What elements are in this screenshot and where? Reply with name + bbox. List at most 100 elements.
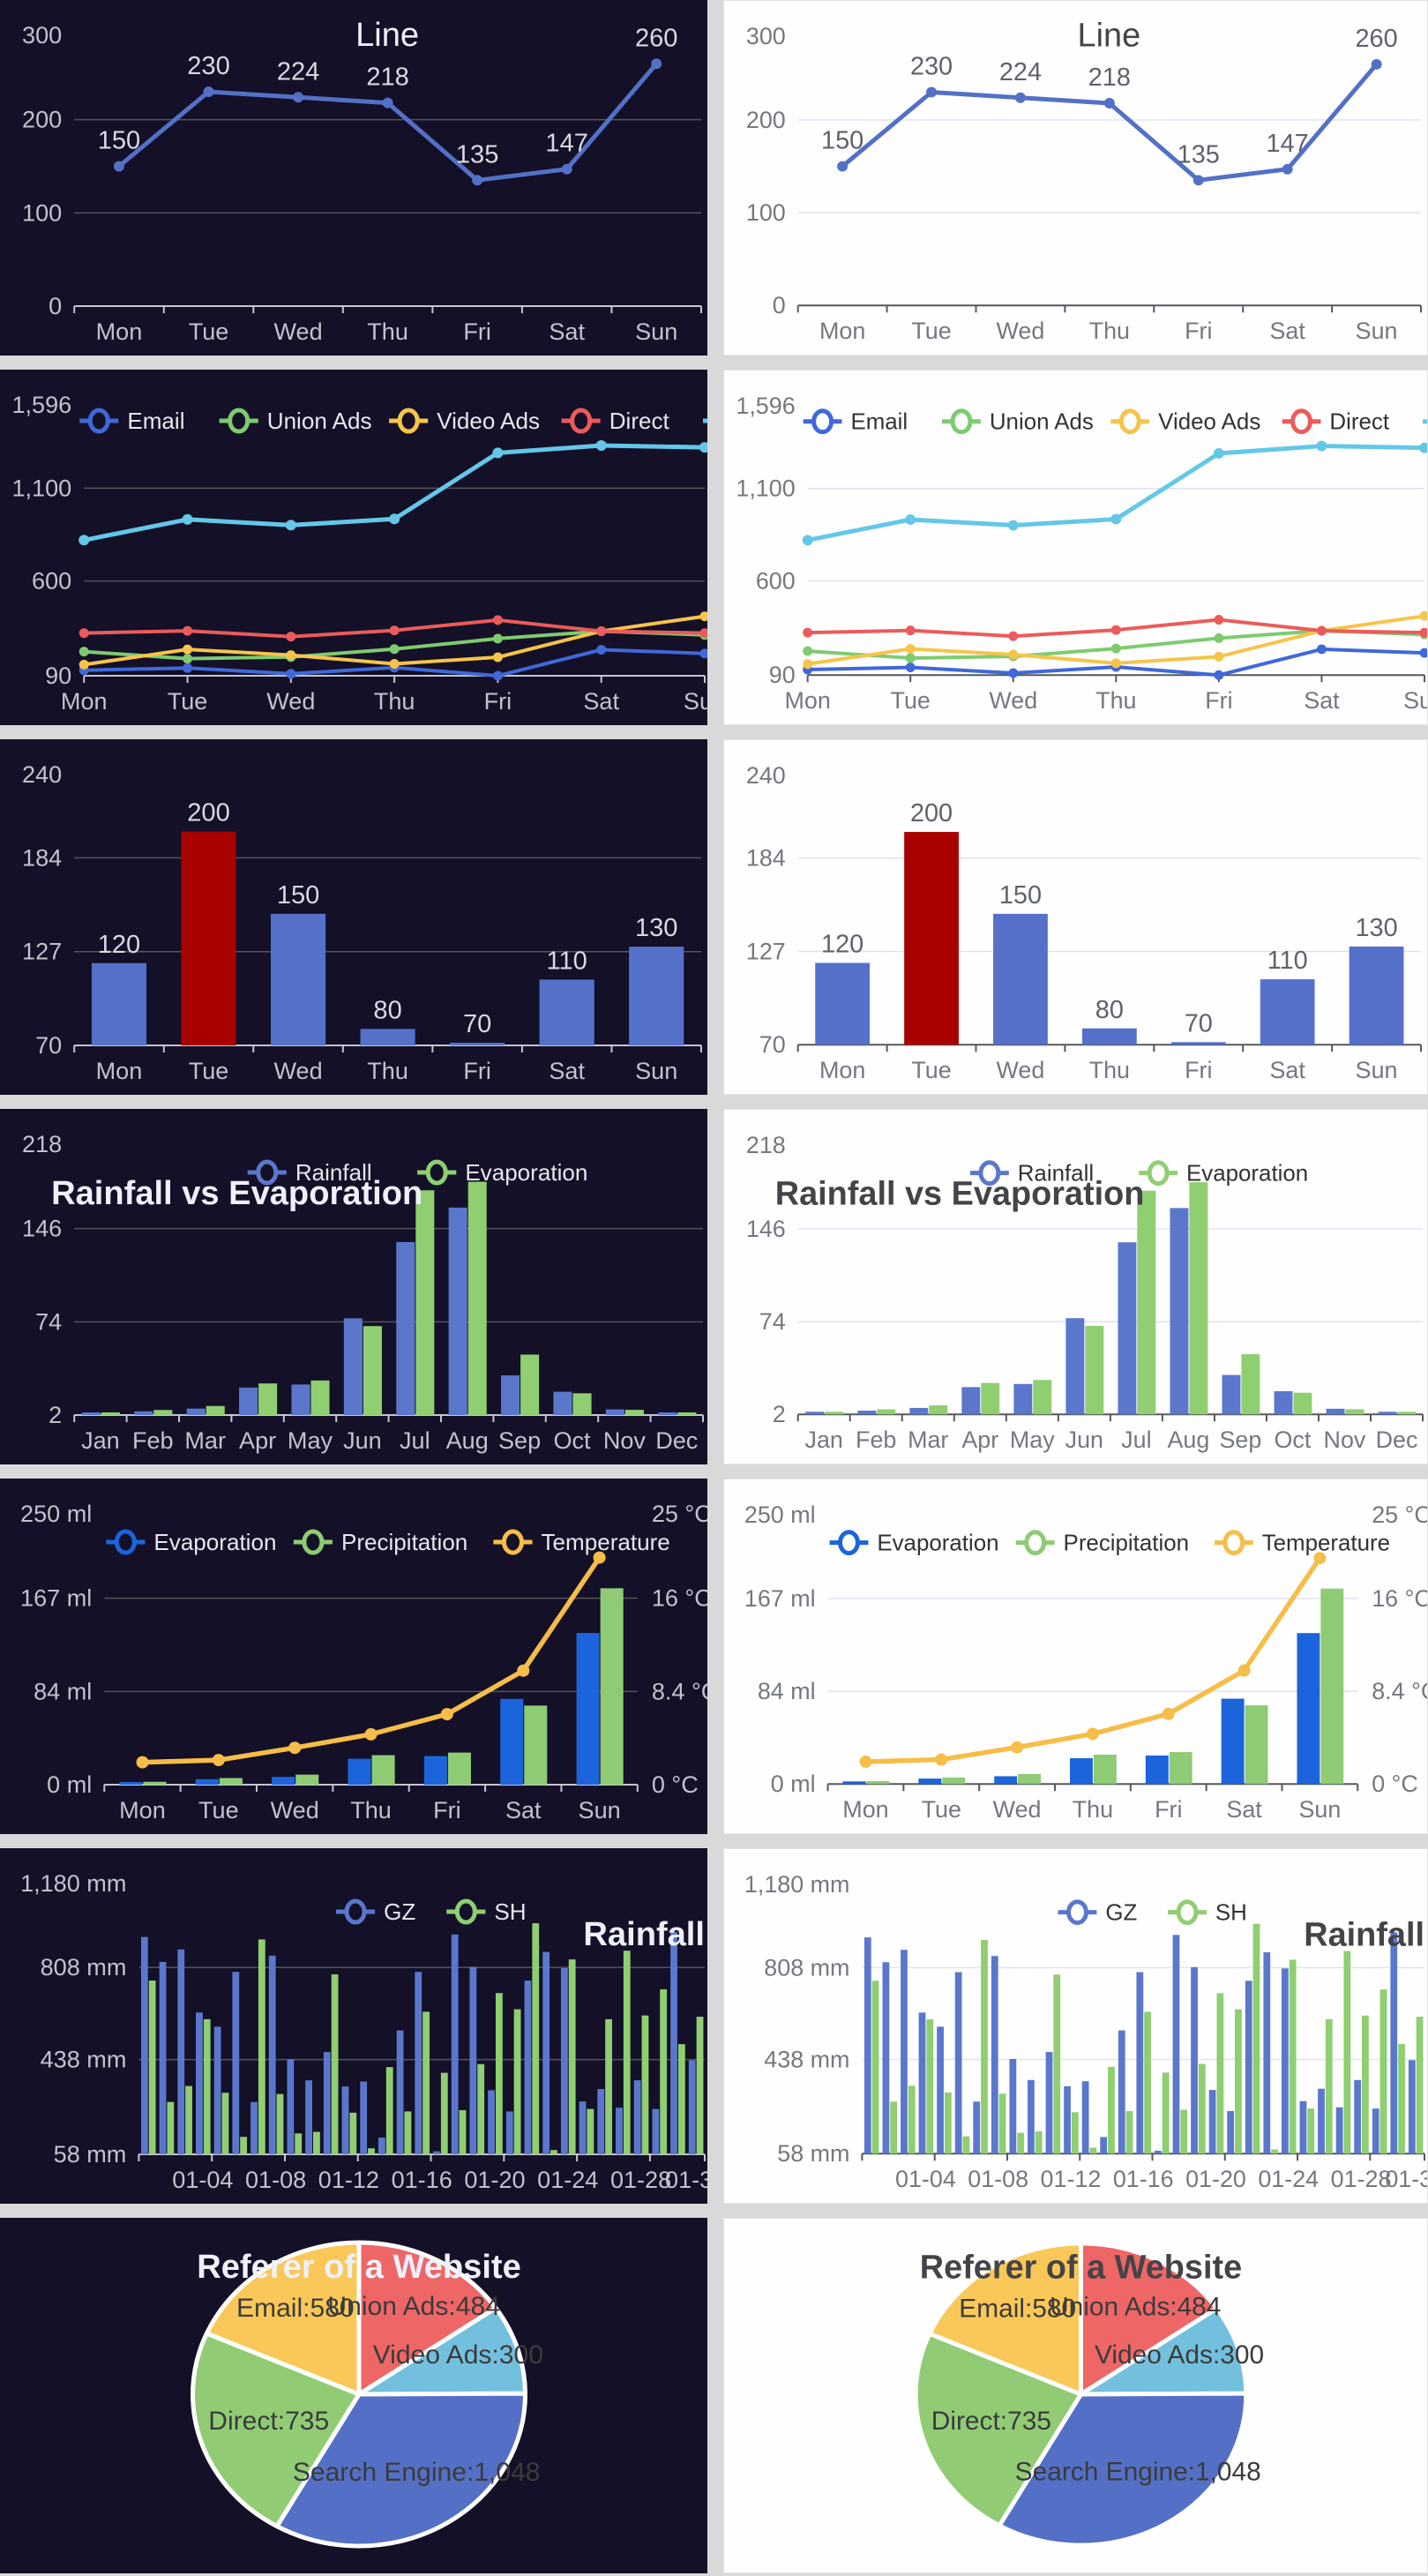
bar-Evaporation[interactable] (1293, 1392, 1312, 1415)
pie-slice-search-engine[interactable] (997, 2391, 1249, 2548)
bar-bar[interactable] (450, 1043, 505, 1045)
chart-canvas-mixed-line-bar[interactable]: 0 ml 0 °C 84 ml 8.4 °C 167 ml 16 °C 250 ml 25 °… (0, 1479, 707, 1834)
legend-item-sh[interactable]: SH (1168, 1899, 1247, 1926)
chart-canvas-rainfall-daily[interactable]: 58 mm 438 mm 808 mm 1,180 mm 01-04 01-08 01-12… (0, 1848, 707, 2204)
bar-SH[interactable] (368, 2148, 375, 2154)
legend-item-sh[interactable]: SH (446, 1898, 527, 1925)
legend-item-email[interactable]: Email (79, 408, 185, 434)
data-point[interactable] (136, 1756, 149, 1769)
bar-SH[interactable] (1325, 2018, 1333, 2154)
bar-Evaporation[interactable] (1297, 1633, 1320, 1785)
data-point[interactable] (1316, 644, 1327, 655)
bar-SH[interactable] (1235, 2009, 1242, 2154)
data-point[interactable] (651, 58, 662, 70)
data-point[interactable] (1419, 610, 1427, 621)
bar-bar[interactable] (91, 962, 147, 1045)
bar-Rainfall[interactable] (805, 1412, 825, 1415)
bar-GZ[interactable] (1372, 2108, 1379, 2154)
legend-item-email[interactable]: Email (803, 408, 908, 435)
bar-SH[interactable] (167, 2101, 175, 2154)
data-point[interactable] (905, 663, 916, 672)
bar-GZ[interactable] (542, 1951, 550, 2154)
data-point[interactable] (1110, 625, 1121, 635)
bar-Rainfall[interactable] (909, 1407, 929, 1415)
bar-bar[interactable] (1349, 946, 1404, 1045)
bar-Evaporation[interactable] (206, 1405, 225, 1415)
bar-GZ[interactable] (633, 2080, 641, 2154)
data-point[interactable] (699, 628, 707, 639)
data-point[interactable] (113, 161, 124, 172)
legend-item-rainfall[interactable]: Rainfall (247, 1159, 372, 1186)
data-point[interactable] (1419, 627, 1427, 638)
bar-Evaporation[interactable] (981, 1382, 1000, 1415)
bar-SH[interactable] (313, 2131, 320, 2154)
bar-SH[interactable] (568, 1959, 576, 2154)
data-point[interactable] (859, 1756, 872, 1768)
data-point[interactable] (1008, 668, 1019, 678)
bar-SH[interactable] (385, 2067, 393, 2154)
bar-GZ[interactable] (469, 1966, 477, 2154)
bar-bar[interactable] (539, 979, 594, 1045)
data-point[interactable] (286, 632, 296, 642)
chart-canvas-rainfall-vs-evaporation[interactable]: 2 74 146 218 Jan Feb Mar Apr May Jun Jul Aug Sep Oct N… (0, 1109, 707, 1464)
bar-GZ[interactable] (1281, 1968, 1289, 2154)
bar-Evaporation[interactable] (258, 1383, 278, 1415)
rainfall-daily-light[interactable]: 58 mm 438 mm 808 mm 1,180 mm 01-04 01-08 01-12… (723, 1848, 1428, 2204)
line-Search Engine[interactable] (805, 444, 1427, 543)
bar-chart-dark[interactable]: 70 127 184 240 Mon Tue Wed Thu Fri Sat Sun 120 200 15… (0, 739, 707, 1095)
data-point[interactable] (212, 1754, 225, 1767)
bar-GZ[interactable] (616, 2108, 623, 2154)
data-point[interactable] (440, 1708, 453, 1721)
bar-SH[interactable] (440, 2072, 448, 2154)
bar-Evaporation[interactable] (825, 1412, 844, 1415)
bar-GZ[interactable] (652, 2108, 660, 2154)
bar-Rainfall[interactable] (1065, 1318, 1085, 1415)
data-point[interactable] (905, 625, 916, 636)
bar-Evaporation[interactable] (677, 1412, 697, 1415)
data-point[interactable] (593, 1551, 606, 1564)
bar-Rainfall[interactable] (553, 1391, 572, 1415)
data-point[interactable] (1086, 1727, 1099, 1741)
data-point[interactable] (1214, 633, 1224, 643)
bar-Rainfall[interactable] (1378, 1412, 1397, 1415)
data-point[interactable] (1213, 447, 1224, 459)
bar-Evaporation[interactable] (1397, 1412, 1417, 1415)
data-point[interactable] (1007, 520, 1019, 531)
bar-GZ[interactable] (973, 2101, 981, 2154)
data-point[interactable] (699, 442, 707, 453)
data-point[interactable] (596, 626, 607, 636)
bar-SH[interactable] (349, 2112, 357, 2154)
chart-canvas-bar[interactable]: 70 127 184 240 Mon Tue Wed Thu Fri Sat Sun 120 200 15… (724, 740, 1427, 1094)
data-point[interactable] (1162, 1707, 1175, 1720)
bar-SH[interactable] (1035, 2130, 1043, 2154)
bar-SH[interactable] (962, 2136, 970, 2154)
data-point[interactable] (286, 669, 296, 679)
bar-SH[interactable] (1017, 2132, 1025, 2154)
data-point[interactable] (492, 633, 503, 644)
bar-GZ[interactable] (305, 2080, 313, 2154)
legend-item-search-engine[interactable]: Search Engine (1423, 410, 1427, 435)
data-point[interactable] (79, 535, 90, 546)
data-point[interactable] (1008, 649, 1019, 660)
bar-GZ[interactable] (1245, 1981, 1252, 2154)
bar-GZ[interactable] (954, 1972, 962, 2154)
bar-SH[interactable] (1162, 2072, 1170, 2154)
bar-bar[interactable] (629, 947, 684, 1045)
pie-slice-video-ads[interactable] (1078, 2306, 1249, 2397)
bar-GZ[interactable] (882, 1962, 890, 2154)
bar-GZ[interactable] (415, 1972, 422, 2154)
bar-SH[interactable] (1071, 2112, 1079, 2154)
pie-slice-video-ads[interactable] (356, 2305, 527, 2397)
pie-slice-union-ads[interactable] (356, 2240, 498, 2397)
bar-Rainfall[interactable] (501, 1375, 520, 1415)
bar-Evaporation[interactable] (1145, 1755, 1169, 1785)
bar-GZ[interactable] (1028, 2079, 1035, 2154)
data-point[interactable] (203, 86, 214, 97)
data-point[interactable] (472, 175, 483, 186)
bar-SH[interactable] (1216, 1993, 1224, 2154)
bar-Precipitation[interactable] (1320, 1588, 1344, 1785)
bar-GZ[interactable] (159, 1961, 167, 2154)
bar-SH[interactable] (1271, 2149, 1278, 2154)
bar-SH[interactable] (203, 2018, 211, 2154)
bar-Rainfall[interactable] (291, 1384, 310, 1415)
